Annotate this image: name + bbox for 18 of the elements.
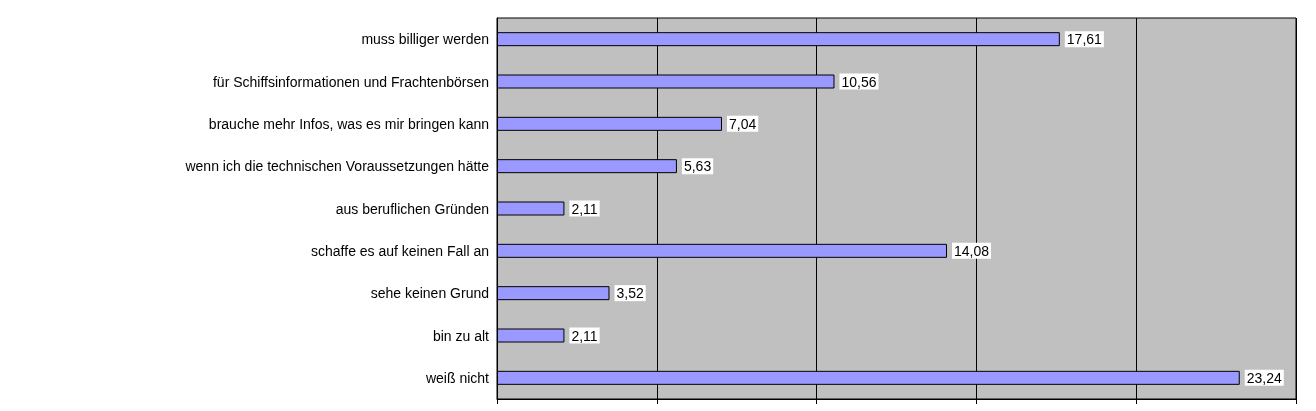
y-tick-label: für Schiffsinformationen und Frachtenbörsen xyxy=(212,73,489,90)
data-label: 3,52 xyxy=(616,285,644,302)
y-tick-label: wenn ich die technischen Voraussetzungen hätte xyxy=(184,158,490,175)
data-label: 14,08 xyxy=(954,242,990,259)
data-label: 17,61 xyxy=(1066,31,1103,48)
data-label: 2,11 xyxy=(571,327,598,344)
data-label: 2,11 xyxy=(571,200,598,217)
y-tick-label: schaffe es auf keinen Fall an xyxy=(311,242,489,259)
y-tick-label: weiß nicht xyxy=(424,369,490,386)
data-label: 5,63 xyxy=(683,158,712,175)
y-tick-label: sehe keinen Grund xyxy=(370,285,489,302)
y-tick-label: muss billiger werden xyxy=(361,31,489,48)
y-tick-label: bin zu alt xyxy=(432,327,490,344)
data-label: 10,56 xyxy=(841,73,877,90)
data-label: 23,24 xyxy=(1246,369,1282,386)
y-tick-label: brauche mehr Infos, was es mir bringen kann xyxy=(208,115,489,132)
y-tick-label: aus beruflichen Gründen xyxy=(335,200,489,217)
data-label: 7,04 xyxy=(729,115,757,132)
